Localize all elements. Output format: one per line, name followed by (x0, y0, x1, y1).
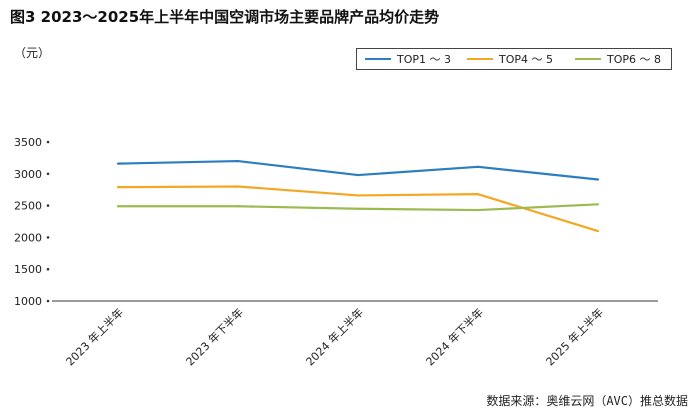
data-point (116, 186, 120, 189)
series-line-1 (117, 159, 599, 181)
data-point (596, 229, 600, 233)
x-tick-label: 2024 年上半年 (303, 305, 366, 368)
legend-label-top4-5: TOP4 ～ 5 (499, 53, 554, 66)
chart-title: 图3 2023～2025年上半年中国空调市场主要品牌产品均价走势 (10, 8, 440, 26)
chart-legend: TOP1 ～ 3 TOP4 ～ 5 TOP6 ～ 8 (356, 48, 672, 70)
data-point (236, 159, 240, 163)
legend-item-top6-8: TOP6 ～ 8 (575, 52, 661, 66)
data-point (356, 194, 360, 197)
legend-label-top1-3: TOP1 ～ 3 (397, 53, 452, 66)
legend-label-top6-8: TOP6 ～ 8 (607, 53, 662, 66)
y-tick-label: 2000 (14, 231, 42, 244)
y-tick-mark (46, 267, 50, 271)
data-point (356, 207, 360, 210)
data-point (236, 185, 240, 188)
y-tick-label: 2500 (14, 200, 42, 213)
x-tick-label: 2025 年上半年 (543, 305, 606, 368)
x-tick-label: 2024 年下半年 (423, 305, 486, 368)
y-tick-label: 3500 (14, 136, 42, 149)
y-tick-mark (46, 299, 50, 303)
y-axis-unit-label: （元） (14, 46, 51, 60)
data-point (116, 205, 120, 208)
x-tick-label: 2023 年上半年 (63, 305, 126, 368)
x-tick-label: 2023 年下半年 (183, 305, 246, 368)
y-tick-label: 3000 (14, 168, 42, 181)
y-tick-label: 1500 (14, 263, 42, 276)
legend-item-top1-3: TOP1 ～ 3 (365, 52, 451, 66)
legend-swatch-top4-5 (467, 58, 493, 60)
legend-swatch-top6-8 (575, 58, 601, 60)
data-point (236, 205, 240, 208)
y-tick-mark (46, 236, 50, 239)
data-source-note: 数据来源：奥维云网（AVC）推总数据 (486, 394, 688, 408)
data-point (596, 203, 600, 206)
data-point (116, 162, 120, 165)
data-point (476, 208, 480, 212)
data-point (356, 173, 360, 177)
y-tick-mark (46, 140, 50, 144)
legend-item-top4-5: TOP4 ～ 5 (467, 52, 553, 66)
y-tick-mark (46, 204, 50, 207)
legend-swatch-top1-3 (365, 58, 391, 60)
data-point (596, 178, 600, 181)
data-point (476, 165, 480, 168)
y-tick-mark (46, 172, 50, 176)
data-point (476, 193, 480, 196)
y-tick-label: 1000 (14, 295, 42, 308)
